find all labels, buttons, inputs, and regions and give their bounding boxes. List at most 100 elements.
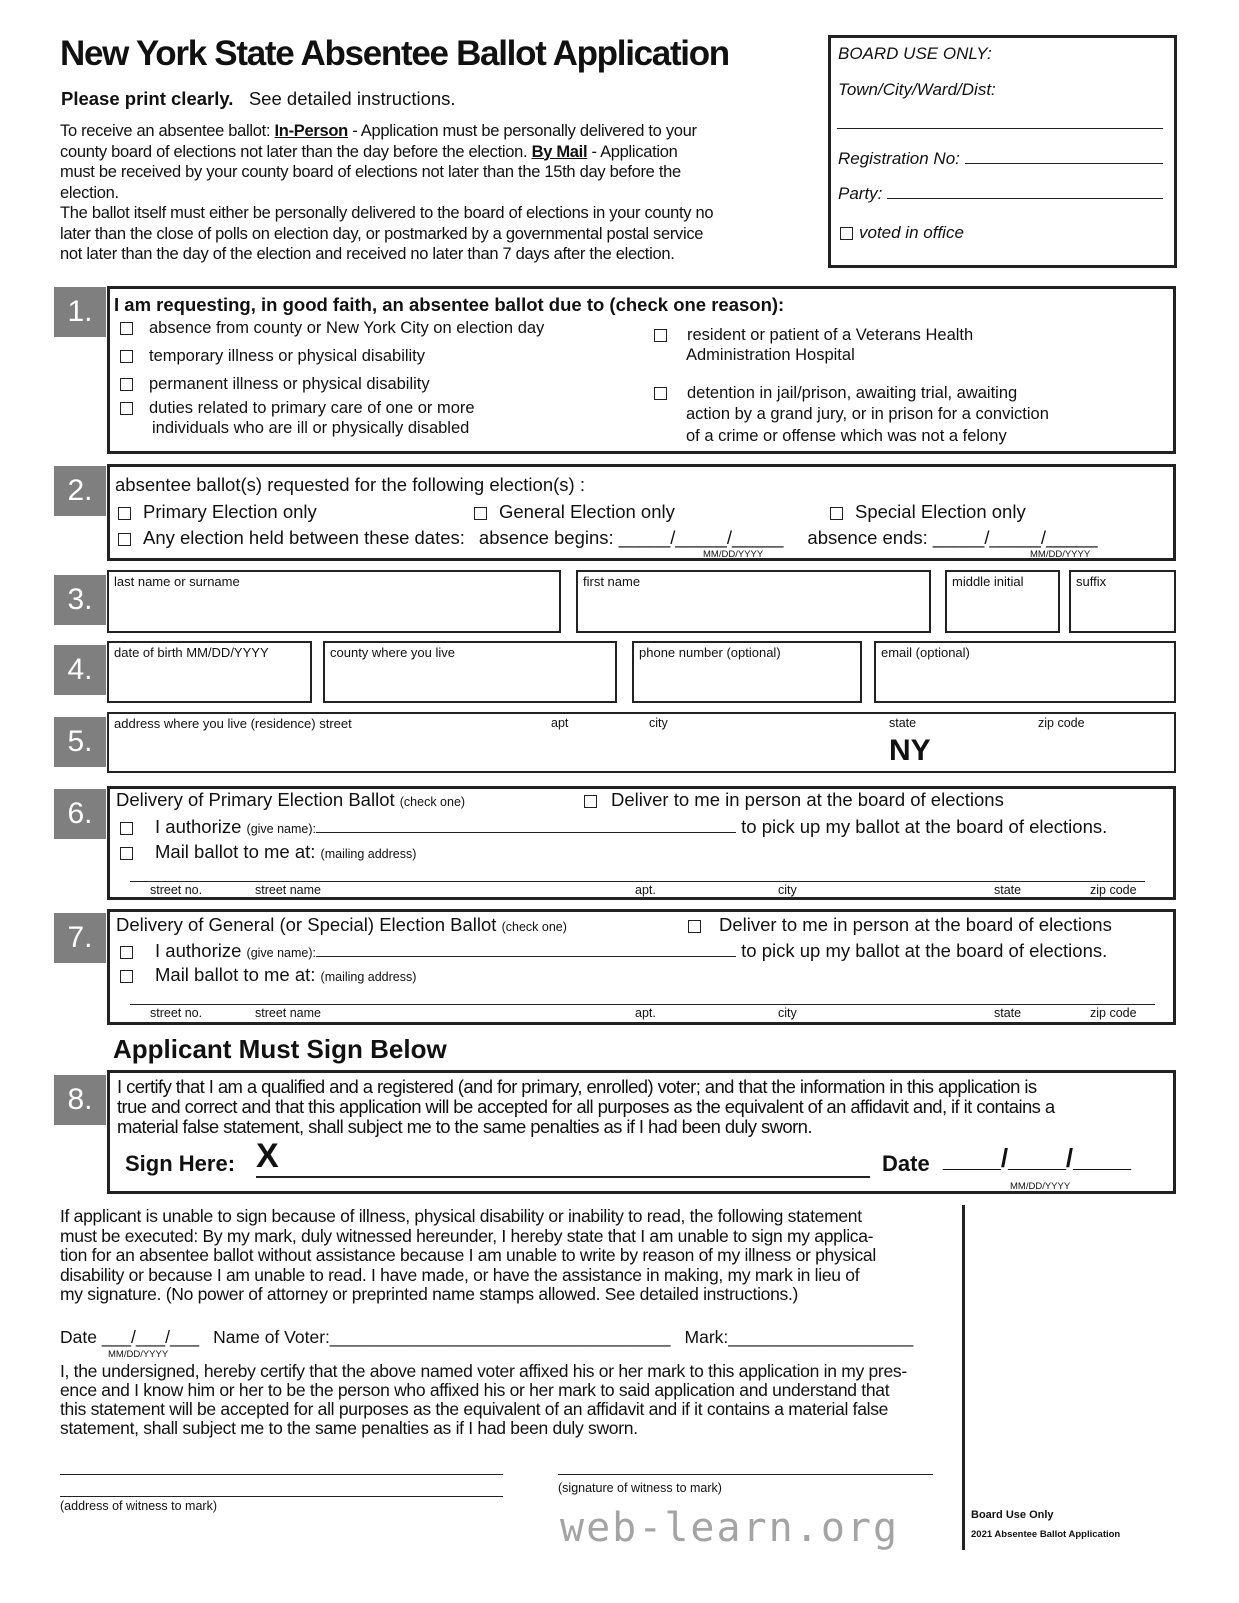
checkbox[interactable] [120,969,133,983]
residence-address-field[interactable]: address where you live (residence) stree… [107,712,1176,773]
t: I, the undersigned, hereby certify that … [60,1361,907,1381]
t: Registration No: [838,149,960,168]
first-name-field[interactable]: first name [576,570,931,633]
checkbox[interactable] [654,387,667,401]
mark-field[interactable]: Mark:___________________ [684,1327,914,1347]
mark-date-field[interactable]: Date ___/___/___ [60,1327,200,1347]
t: apt. [635,1006,656,1020]
t: must be received by your county board of… [60,163,681,181]
checkbox[interactable] [584,794,597,808]
checkbox[interactable] [118,506,131,520]
t: this statement will be accepted for all … [60,1399,889,1419]
t: my signature. (No power of attorney or p… [60,1284,799,1305]
witness-statement: I, the undersigned, hereby certify that … [60,1362,907,1438]
section-heading: I am requesting, in good faith, an absen… [114,294,785,315]
signature-line[interactable] [256,1176,870,1178]
footer-form-name: 2021 Absentee Ballot Application [971,1529,1121,1540]
witness-signature-label: (signature of witness to mark) [558,1481,722,1495]
section-heading: absentee ballot(s) requested for the fol… [115,474,585,495]
section-number: 8. [54,1075,106,1125]
checkbox[interactable] [120,945,133,959]
phone-field[interactable]: phone number (optional) [632,641,862,703]
voted-checkbox[interactable] [840,227,853,241]
email-field[interactable]: email (optional) [874,641,1176,703]
section-6: Delivery of Primary Election Ballot (che… [107,786,1176,900]
checkbox[interactable] [654,329,667,343]
section-number: 2. [54,466,106,516]
checkbox[interactable] [688,919,701,933]
witness-address-line[interactable] [60,1496,503,1497]
checkbox[interactable] [118,532,131,546]
section-number: 7. [54,913,106,963]
mail-line[interactable] [130,1004,1155,1005]
dob-field[interactable]: date of birth MM/DD/YYYY [107,641,312,703]
reason-label: detention in jail/prison, awaiting trial… [687,384,1018,402]
reason-label: absence from county or New York City on … [149,319,545,337]
section-8: I certify that I am a qualified and a re… [107,1070,1176,1194]
checkbox[interactable] [120,322,133,336]
name-line[interactable] [316,956,737,957]
t: (give name): [246,822,317,836]
suffix-field[interactable]: suffix [1069,570,1176,633]
option-label: I authorize [155,940,242,961]
field-label: county where you live [330,645,456,660]
reason-label: of a crime or offense which was not a fe… [686,427,1007,445]
absence-begins-field[interactable]: absence begins: _____/_____/_____ [478,527,784,548]
field-label: date of birth MM/DD/YYYY [114,645,269,660]
watermark: web-learn.org [560,1505,900,1551]
absence-ends-field[interactable]: absence ends: _____/_____/_____ [807,527,1098,548]
witness-signature-line[interactable] [558,1474,933,1475]
checkbox[interactable] [120,350,133,364]
see-instructions: See detailed instructions. [248,88,456,109]
any-election-row: Any election held between these dates: a… [118,527,1098,549]
voter-name-field[interactable]: Name of Voter:__________________________… [213,1327,671,1347]
reason-label: individuals who are ill or physically di… [152,419,470,437]
t: election. [60,183,119,202]
witness-address-line[interactable] [60,1474,503,1475]
section-number: 4. [54,645,106,695]
t: to pick up my ballot at the board of ele… [741,940,1108,961]
last-name-field[interactable]: last name or surname [107,570,561,633]
divider [962,1205,965,1550]
name-line[interactable] [316,832,737,833]
checkbox[interactable] [120,378,133,392]
board-town: Town/City/Ward/Dist: [838,80,996,99]
middle-initial-field[interactable]: middle initial [945,570,1060,633]
board-voted: voted in office [840,223,964,243]
checkbox[interactable] [120,846,133,860]
mail-line[interactable] [130,881,1145,882]
mark-statement: If applicant is unable to sign because o… [60,1206,876,1305]
cert-text: material false statement, shall subject … [117,1116,812,1137]
reason-label: permanent illness or physical disability [149,375,430,393]
t: street no. [150,1006,203,1020]
county-field[interactable]: county where you live [323,641,617,703]
option-label: Mail ballot to me at: [155,964,316,985]
print-clearly: Please print clearly. [61,88,234,109]
t: To receive an absentee ballot: [60,122,275,140]
t: (mailing address) [320,970,417,984]
checkbox[interactable] [120,402,133,416]
option-label: Special Election only [855,501,1026,522]
board-use-box: BOARD USE ONLY: Town/City/Ward/Dist: Reg… [828,35,1177,268]
sign-label: Sign Here: [125,1151,236,1176]
sign-heading: Applicant Must Sign Below [113,1034,447,1064]
date-field[interactable]: ____/____/____ [943,1143,1131,1173]
t: to pick up my ballot at the board of ele… [741,816,1108,837]
t: street name [255,1006,322,1020]
t: zip code [1090,883,1137,897]
option-label: Deliver to me in person at the board of … [611,789,1004,810]
t: street no. [150,883,203,897]
line [887,198,1164,199]
date-format: MM/DD/YYYY [108,1349,169,1360]
t: county board of elections not later than… [60,142,532,161]
t: - Application [587,142,678,161]
checkbox[interactable] [120,821,133,835]
t: voted in office [859,223,964,242]
page-title: New York State Absentee Ballot Applicati… [60,34,730,73]
date-label: Date [882,1151,930,1176]
checkbox[interactable] [474,506,487,520]
t: state [994,1006,1022,1020]
checkbox[interactable] [830,506,843,520]
t: (give name): [246,946,317,960]
check-one: (check one) [399,795,466,809]
